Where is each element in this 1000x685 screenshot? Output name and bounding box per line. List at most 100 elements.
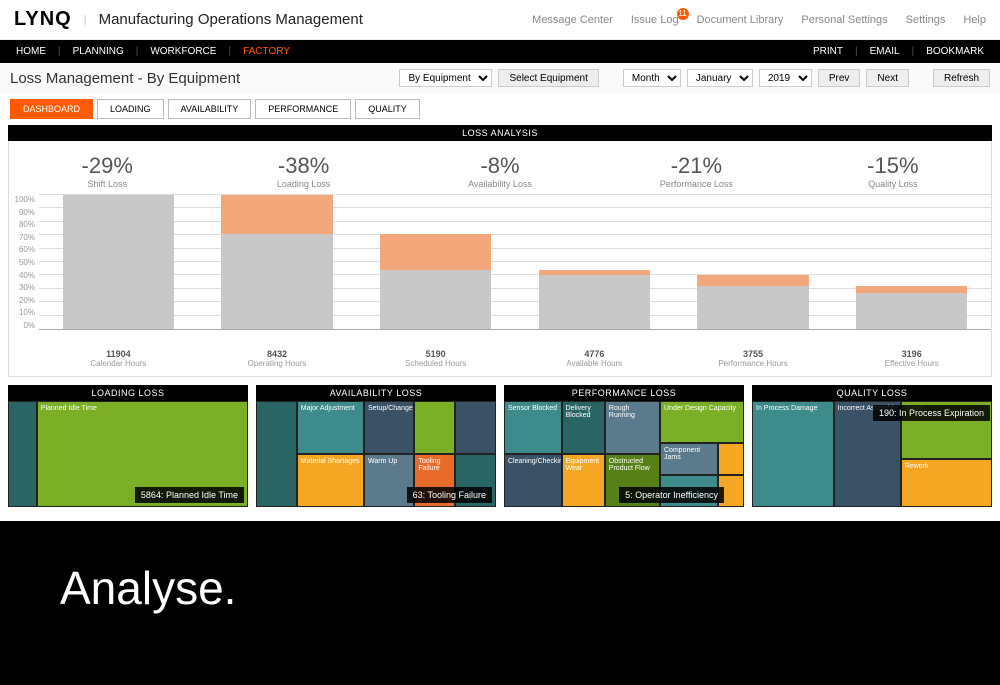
chart-x-axis: 11904Calendar Hours8432Operating Hours51… (39, 345, 991, 368)
tab-performance[interactable]: PERFORMANCE (255, 99, 351, 119)
tab-availability[interactable]: AVAILABILITY (168, 99, 252, 119)
treemap-cell[interactable]: Rework (901, 459, 992, 507)
bar-effective-hours[interactable] (832, 195, 991, 329)
nav-action-email[interactable]: EMAIL (864, 44, 906, 59)
metric-quality-loss: -15%Quality Loss (795, 153, 991, 189)
tab-loading[interactable]: LOADING (97, 99, 164, 119)
y-tick: 0% (23, 321, 35, 330)
bar-loss-segment (856, 286, 967, 293)
loss-metrics: -29%Shift Loss-38%Loading Loss-8%Availab… (9, 141, 991, 191)
nav-planning[interactable]: PLANNING (67, 44, 130, 59)
metric-value: -29% (9, 153, 205, 179)
tooltip: 190: In Process Expiration (873, 405, 990, 421)
next-button[interactable]: Next (866, 69, 909, 87)
quadrant-loading-loss: LOADING LOSSPlanned Idle Time5864: Plann… (8, 385, 248, 507)
topbar-link-message-center[interactable]: Message Center (532, 14, 613, 26)
treemap[interactable]: In Process DamageIncorrect AssemblyScrap… (752, 401, 992, 507)
topbar-link-document-library[interactable]: Document Library (697, 14, 784, 26)
nav-action-bookmark[interactable]: BOOKMARK (920, 44, 990, 59)
treemap-cell[interactable]: Rough Running (605, 401, 660, 454)
refresh-button[interactable]: Refresh (933, 69, 990, 87)
treemap[interactable]: Sensor BlockedCleaning/CheckingDelivery … (504, 401, 744, 507)
treemap-cell[interactable]: Material Shortages (297, 454, 364, 507)
topbar-links: Message Center Issue Log11 Document Librar… (532, 14, 986, 26)
x-label: 4776Available Hours (515, 345, 674, 368)
x-label: 8432Operating Hours (198, 345, 357, 368)
treemap-cell[interactable]: Setup/Changeover (364, 401, 414, 454)
bar-scheduled-hours[interactable] (356, 195, 515, 329)
loss-analysis-title: LOSS ANALYSIS (8, 125, 992, 141)
tooltip: 63: Tooling Failure (407, 487, 492, 503)
treemap-cell[interactable]: Under Design Capacity (660, 401, 744, 443)
bar-value-segment (63, 195, 174, 329)
metric-value: -38% (205, 153, 401, 179)
treemap-cell[interactable] (718, 443, 744, 475)
select-equipment-button[interactable]: Select Equipment (498, 69, 598, 87)
quadrant-availability-loss: AVAILABILITY LOSSMajor AdjustmentMateria… (256, 385, 496, 507)
treemap-cell[interactable]: Sensor Blocked (504, 401, 562, 454)
month-dropdown[interactable]: January (687, 69, 753, 87)
prev-button[interactable]: Prev (818, 69, 861, 87)
treemap-cell[interactable] (8, 401, 37, 507)
metric-label: Performance Loss (598, 179, 794, 189)
chart-bars (39, 195, 991, 329)
topbar-left: LYNQ | Manufacturing Operations Manageme… (14, 8, 363, 31)
quadrant-title: QUALITY LOSS (752, 385, 992, 401)
nav-home[interactable]: HOME (10, 44, 52, 59)
badge: 11 (677, 8, 689, 20)
treemap[interactable]: Major AdjustmentMaterial ShortagesSetup/… (256, 401, 496, 507)
footer-headline: Analyse. (60, 561, 940, 615)
divider: | (84, 14, 87, 26)
chart-y-axis: 100%90%80%70%60%50%40%30%20%10%0% (9, 195, 39, 330)
y-tick: 60% (19, 245, 35, 254)
tab-dashboard[interactable]: DASHBOARD (10, 99, 93, 119)
treemap-quadrants: LOADING LOSSPlanned Idle Time5864: Plann… (8, 385, 992, 507)
bar-available-hours[interactable] (515, 195, 674, 329)
topbar-link-help[interactable]: Help (963, 14, 986, 26)
year-dropdown[interactable]: 2019 (759, 69, 812, 87)
treemap-cell[interactable]: Equipment Wear (562, 454, 605, 507)
nav-action-print[interactable]: PRINT (807, 44, 849, 59)
nav-factory[interactable]: FACTORY (237, 44, 296, 59)
bar-calendar-hours[interactable] (39, 195, 198, 329)
bar-performance-hours[interactable] (674, 195, 833, 329)
treemap[interactable]: Planned Idle Time5864: Planned Idle Time (8, 401, 248, 507)
treemap-cell[interactable]: Delivery Blocked (562, 401, 605, 454)
treemap-cell[interactable]: Component Jams (660, 443, 718, 475)
logo: LYNQ (14, 8, 72, 31)
quadrant-title: PERFORMANCE LOSS (504, 385, 744, 401)
x-label: 11904Calendar Hours (39, 345, 198, 368)
quadrant-performance-loss: PERFORMANCE LOSSSensor BlockedCleaning/C… (504, 385, 744, 507)
treemap-cell[interactable]: In Process Damage (752, 401, 834, 507)
topbar-link-personal-settings[interactable]: Personal Settings (801, 14, 887, 26)
bar-loss-segment (697, 275, 808, 286)
topbar-link-settings[interactable]: Settings (906, 14, 946, 26)
y-tick: 50% (19, 258, 35, 267)
y-tick: 100% (15, 195, 35, 204)
metric-shift-loss: -29%Shift Loss (9, 153, 205, 189)
bar-value-segment (539, 275, 650, 329)
treemap-cell[interactable] (455, 401, 496, 454)
footer-banner: Analyse. (0, 521, 1000, 685)
by-dropdown[interactable]: By Equipment (399, 69, 492, 87)
loss-analysis-panel: -29%Shift Loss-38%Loading Loss-8%Availab… (8, 141, 992, 377)
bar-operating-hours[interactable] (198, 195, 357, 329)
main-nav: HOME|PLANNING|WORKFORCE|FACTORY PRINT|EM… (0, 40, 1000, 63)
treemap-cell[interactable] (256, 401, 297, 507)
tabs: DASHBOARDLOADINGAVAILABILITYPERFORMANCEQ… (0, 93, 1000, 125)
nav-left: HOME|PLANNING|WORKFORCE|FACTORY (10, 44, 296, 59)
period-type-dropdown[interactable]: Month (623, 69, 681, 87)
top-bar: LYNQ | Manufacturing Operations Manageme… (0, 0, 1000, 40)
metric-label: Quality Loss (795, 179, 991, 189)
metric-label: Availability Loss (402, 179, 598, 189)
treemap-cell[interactable]: Cleaning/Checking (504, 454, 562, 507)
quadrant-title: LOADING LOSS (8, 385, 248, 401)
metric-label: Loading Loss (205, 179, 401, 189)
tab-quality[interactable]: QUALITY (355, 99, 420, 119)
subheader: Loss Management - By Equipment By Equipm… (0, 63, 1000, 93)
topbar-link-issue-log[interactable]: Issue Log11 (631, 14, 679, 26)
treemap-cell[interactable] (414, 401, 455, 454)
bar-value-segment (697, 286, 808, 329)
treemap-cell[interactable]: Major Adjustment (297, 401, 364, 454)
nav-workforce[interactable]: WORKFORCE (144, 44, 222, 59)
